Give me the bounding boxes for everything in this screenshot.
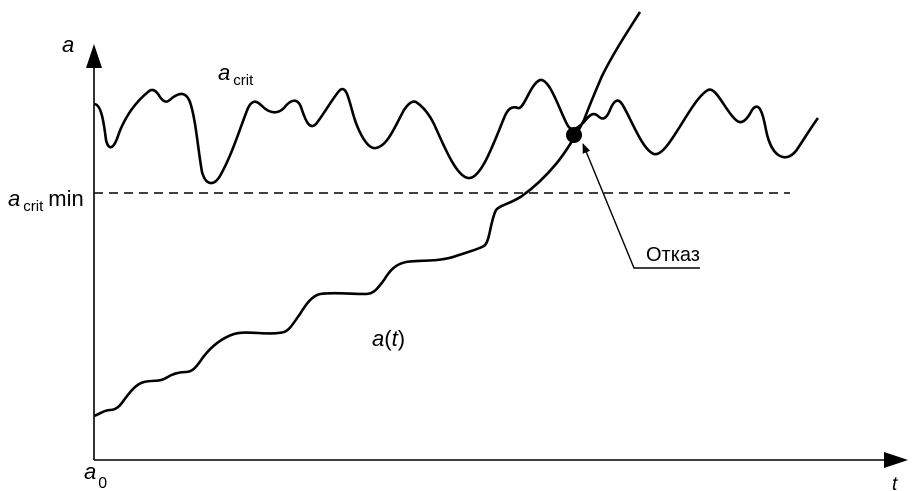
failure-point: [566, 127, 582, 143]
x-axis-label: t: [892, 474, 898, 491]
x-axis-arrow: [884, 452, 908, 468]
a-t-label: a(t): [372, 326, 405, 351]
a-crit-min-label: a crit min: [8, 186, 84, 215]
y-axis-label: a: [62, 32, 74, 57]
y-axis-arrow: [86, 44, 102, 68]
failure-leader-line: [582, 143, 700, 269]
a-crit-curve: [93, 78, 820, 185]
failure-label: Отказ: [646, 244, 700, 266]
a-crit-label: a crit: [218, 60, 254, 89]
a-t-curve: [93, 11, 642, 418]
